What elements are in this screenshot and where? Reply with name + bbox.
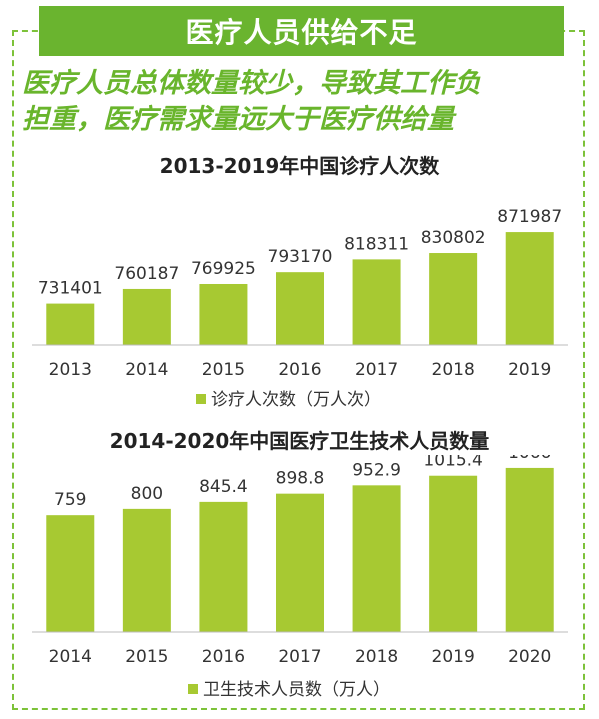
bar-2019 (505, 232, 554, 345)
chart-1-title: 2013-2019年中国诊疗人次数 (159, 154, 440, 178)
x-tick-2017: 2017 (278, 647, 321, 667)
x-tick-2014: 2014 (125, 360, 168, 380)
bar-2018 (429, 253, 478, 345)
banner-title: 医疗人员供给不足 (185, 16, 418, 49)
bar-2016 (276, 272, 324, 345)
x-tick-2013: 2013 (49, 360, 92, 380)
bar-2015 (199, 283, 248, 345)
data-label-2017: 898.8 (276, 469, 325, 489)
data-label-2014: 759 (54, 490, 86, 510)
chart-1-visits: 731401 2013 760187 2014 769925 2015 793170 2016… (32, 207, 568, 410)
data-label-2017: 818311 (344, 234, 409, 254)
bar-2017 (352, 259, 401, 345)
data-label-2013: 731401 (38, 279, 103, 299)
subtitle: 医疗人员总体数量较少，导致其工作负 担重，医疗需求量远大于医疗供给量 (22, 66, 582, 138)
x-tick-2020: 2020 (508, 647, 551, 667)
data-label-2014: 760187 (114, 264, 179, 284)
legend-label: 卫生技术人员数（万人） (203, 680, 390, 700)
data-label-2015: 800 (131, 484, 163, 504)
bar-2014 (122, 288, 171, 345)
bar-2013 (46, 303, 95, 345)
data-label-2016: 845.4 (199, 477, 248, 497)
x-tick-2019: 2019 (508, 360, 551, 380)
bar-2018 (352, 485, 401, 632)
legend-swatch (196, 394, 206, 404)
data-label-2019: 871987 (497, 207, 562, 227)
data-label-2018: 830802 (421, 228, 486, 248)
x-tick-2018: 2018 (355, 647, 398, 667)
header-banner: 医疗人员供给不足 (39, 6, 564, 56)
x-tick-2016: 2016 (202, 647, 245, 667)
bar-2014 (46, 515, 95, 632)
x-tick-2019: 2019 (432, 647, 475, 667)
subtitle-line-2: 担重，医疗需求量远大于医疗供给量 (22, 104, 454, 135)
bar-2020 (505, 467, 554, 632)
x-tick-2018: 2018 (432, 360, 475, 380)
bar-2016 (199, 501, 248, 632)
x-tick-2016: 2016 (278, 360, 321, 380)
x-tick-2017: 2017 (355, 360, 398, 380)
x-tick-2014: 2014 (49, 647, 92, 667)
bar-2015 (122, 508, 171, 632)
bar-2019 (429, 475, 478, 632)
data-label-2018: 952.9 (352, 460, 401, 480)
bar-2017 (276, 493, 324, 632)
x-tick-2015: 2015 (202, 360, 245, 380)
data-label-2019: 1015.4 (423, 455, 482, 471)
legend-swatch (188, 684, 198, 694)
data-label-2016: 793170 (268, 247, 333, 267)
chart-2-health-workers: 759 2014 800 2015 845.4 2016 898.8 2017 952.9 201… (32, 455, 568, 700)
x-tick-2015: 2015 (125, 647, 168, 667)
data-label-2020: 1066 (508, 455, 551, 463)
data-label-2015: 769925 (191, 259, 256, 279)
subtitle-line-1: 医疗人员总体数量较少，导致其工作负 (22, 68, 481, 99)
legend-label: 诊疗人次数（万人次） (211, 390, 381, 410)
chart-2-title: 2014-2020年中国医疗卫生技术人员数量 (109, 429, 490, 453)
